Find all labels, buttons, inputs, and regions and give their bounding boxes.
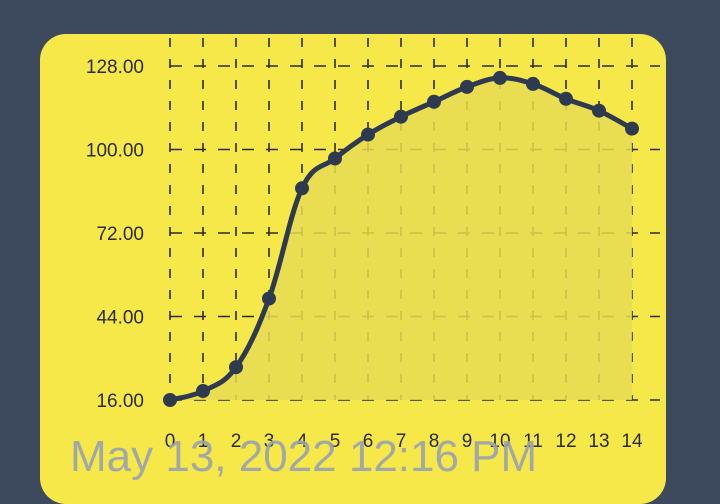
data-point-3 — [262, 291, 276, 306]
series-area — [170, 77, 632, 401]
x-tick-label: 14 — [621, 431, 643, 452]
data-point-1 — [196, 384, 210, 399]
data-point-4 — [295, 181, 309, 196]
data-point-0 — [163, 393, 177, 407]
x-axis-ticks: 0 1 2 3 4 5 6 7 8 9 10 11 12 13 14 — [165, 431, 643, 452]
y-tick-label: 100.00 — [86, 141, 144, 162]
y-tick-label: 44.00 — [96, 308, 144, 329]
timestamp-overlay: May 13, 2022 12:16 PM — [70, 432, 538, 481]
x-tick-label: 2 — [231, 431, 242, 452]
x-tick-label: 11 — [523, 431, 543, 452]
x-tick-label: 6 — [363, 431, 374, 452]
data-point-2 — [229, 360, 243, 375]
data-point-8 — [427, 94, 441, 109]
data-point-11 — [526, 76, 540, 91]
x-tick-label: 13 — [588, 431, 609, 452]
y-tick-label: 16.00 — [96, 391, 144, 412]
x-tick-label: 4 — [297, 431, 308, 452]
data-point-10 — [493, 70, 507, 85]
x-tick-label: 3 — [264, 431, 275, 452]
x-tick-label: 9 — [462, 431, 473, 452]
y-axis-ticks: 16.00 44.00 72.00 100.00 128.00 — [86, 57, 144, 412]
data-point-5 — [328, 151, 342, 166]
data-point-12 — [559, 91, 573, 106]
y-tick-label: 128.00 — [86, 57, 144, 78]
data-point-14 — [625, 121, 639, 136]
data-point-9 — [460, 79, 474, 94]
data-points — [163, 70, 639, 407]
x-tick-label: 1 — [198, 431, 209, 452]
x-tick-label: 8 — [429, 431, 440, 452]
x-tick-label: 12 — [555, 431, 576, 452]
data-point-6 — [361, 127, 375, 142]
y-tick-label: 72.00 — [96, 224, 144, 245]
data-point-7 — [394, 109, 408, 124]
area-fill — [170, 77, 632, 401]
data-point-13 — [592, 103, 606, 118]
x-tick-label: 10 — [489, 431, 510, 452]
x-tick-label: 7 — [396, 431, 407, 452]
x-tick-label: 5 — [330, 431, 341, 452]
x-tick-label: 0 — [165, 431, 176, 452]
